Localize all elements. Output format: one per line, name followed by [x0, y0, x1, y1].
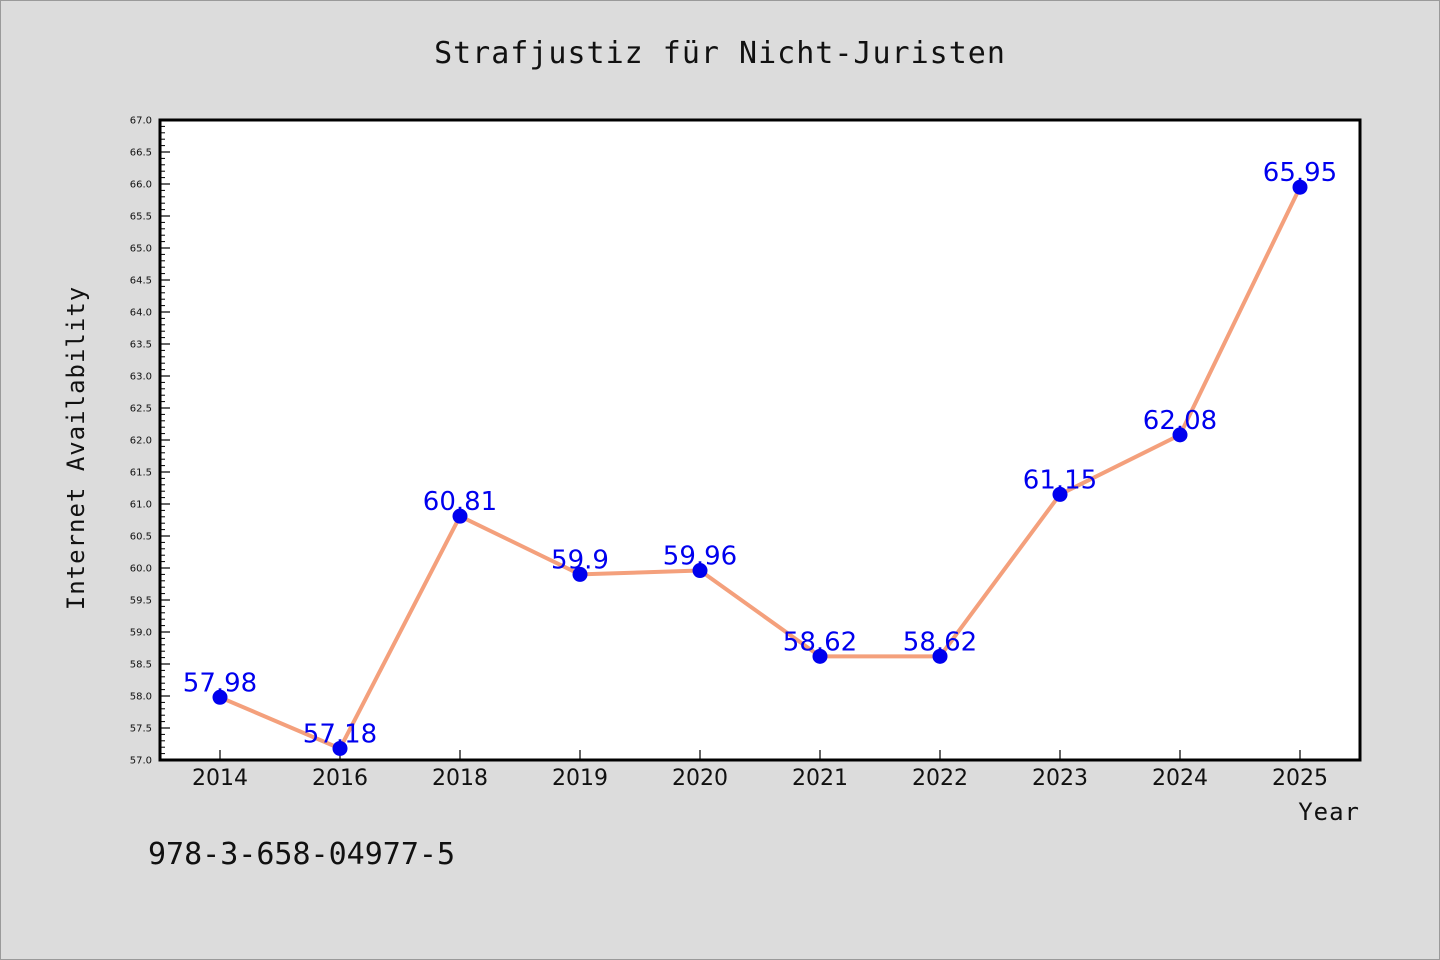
- data-label: 59.96: [663, 542, 737, 572]
- data-label: 60.81: [423, 487, 497, 517]
- y-tick-label: 58.0: [130, 692, 152, 703]
- y-tick-label: 64.5: [130, 276, 152, 287]
- data-point: [572, 566, 588, 582]
- plot-area: [160, 120, 1360, 760]
- x-tick-label: 2023: [1032, 766, 1088, 791]
- x-axis-label: Year: [1298, 798, 1360, 826]
- x-tick-label: 2022: [912, 766, 968, 791]
- y-tick-label: 58.5: [130, 660, 152, 671]
- chart-title: Strafjustiz für Nicht-Juristen: [434, 36, 1006, 71]
- isbn-text: 978-3-658-04977-5: [148, 837, 455, 872]
- data-label: 61.15: [1023, 465, 1097, 495]
- y-tick-label: 59.5: [130, 596, 152, 607]
- data-labels: 57.98 57.18 60.81 59.9 59.96 58.62 58.62 61.15 6…: [183, 158, 1337, 749]
- y-axis-label: Internet Availability: [62, 286, 90, 610]
- data-label: 59.9: [551, 545, 609, 575]
- y-tick-label: 62.5: [130, 404, 152, 415]
- y-tick-label: 63.0: [130, 372, 152, 383]
- data-point: [452, 508, 468, 524]
- y-tick-label: 66.0: [130, 180, 152, 191]
- x-tick-label: 2016: [312, 766, 368, 791]
- data-label: 65.95: [1263, 158, 1337, 188]
- y-axis-ticks: 57.0 57.5 58.0 58.5 59.0 59.5 60.0 60.5 61.0 61.5…: [130, 116, 170, 767]
- y-tick-label: 63.5: [130, 340, 152, 351]
- y-tick-label: 64.0: [130, 308, 152, 319]
- data-point: [212, 689, 228, 705]
- y-tick-label: 65.5: [130, 212, 152, 223]
- data-label: 62.08: [1143, 406, 1217, 436]
- x-tick-label: 2024: [1152, 766, 1208, 791]
- y-tick-label: 57.5: [130, 724, 152, 735]
- x-tick-label: 2025: [1272, 766, 1328, 791]
- x-tick-label: 2019: [552, 766, 608, 791]
- y-tick-label: 57.0: [130, 756, 152, 767]
- data-label: 58.62: [783, 627, 857, 657]
- data-point: [1172, 427, 1188, 443]
- data-point: [692, 563, 708, 579]
- series-line: [218, 185, 1302, 751]
- data-point: [1292, 179, 1308, 195]
- data-label: 58.62: [903, 627, 977, 657]
- y-tick-label: 60.0: [130, 564, 152, 575]
- data-label: 57.98: [183, 668, 257, 698]
- y-tick-label: 61.0: [130, 500, 152, 511]
- y-tick-label: 65.0: [130, 244, 152, 255]
- y-tick-label: 59.0: [130, 628, 152, 639]
- data-point: [812, 648, 828, 664]
- y-tick-label: 62.0: [130, 436, 152, 447]
- x-tick-label: 2014: [192, 766, 248, 791]
- data-point: [932, 648, 948, 664]
- data-label: 57.18: [303, 719, 377, 749]
- data-point: [332, 740, 348, 756]
- data-markers: [212, 179, 1308, 756]
- data-point: [1052, 486, 1068, 502]
- x-axis-ticks: 2014 2016 2018 2019 2020 2021 2022 2023 2024 2025: [192, 750, 1328, 791]
- x-tick-label: 2021: [792, 766, 848, 791]
- y-tick-label: 67.0: [130, 116, 152, 127]
- x-tick-label: 2020: [672, 766, 728, 791]
- x-tick-label: 2018: [432, 766, 488, 791]
- y-tick-label: 66.5: [130, 148, 152, 159]
- y-tick-label: 60.5: [130, 532, 152, 543]
- y-tick-label: 61.5: [130, 468, 152, 479]
- plot-border: [158, 118, 1362, 762]
